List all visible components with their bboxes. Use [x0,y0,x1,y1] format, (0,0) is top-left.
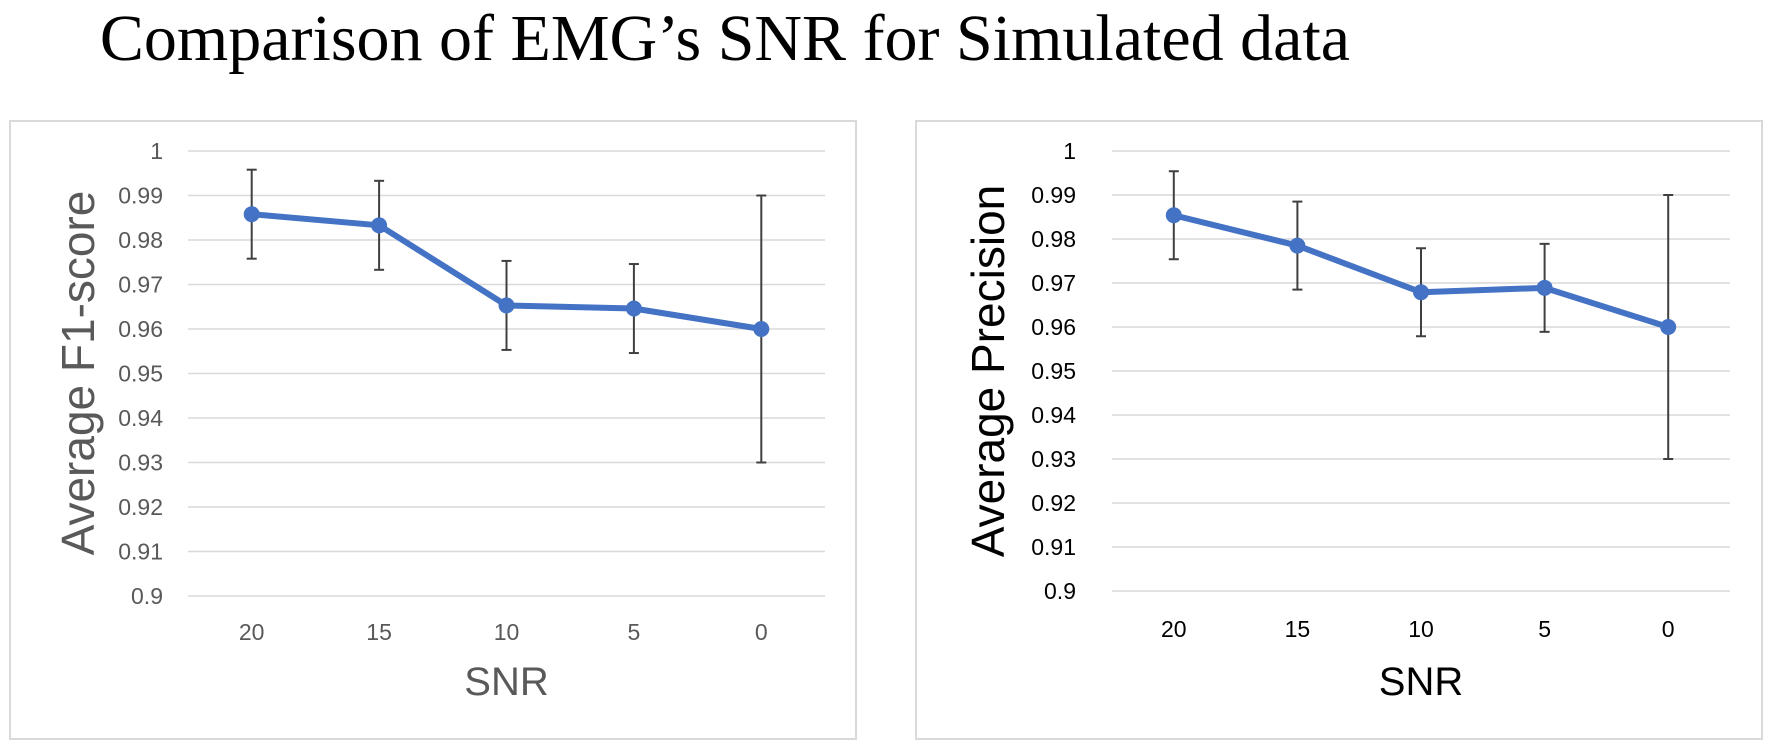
x-tick-label: 10 [494,619,520,645]
y-tick-label: 0.92 [118,494,163,520]
data-point [371,217,388,234]
x-tick-label: 20 [239,619,265,645]
x-tick-label: 0 [1662,616,1675,642]
y-tick-label: 0.91 [118,539,163,565]
x-tick-label: 10 [1408,616,1434,642]
x-tick-label: 5 [1538,616,1551,642]
y-tick-label: 0.97 [118,272,163,298]
x-tick-label: 20 [1161,616,1187,642]
data-point [243,206,260,223]
y-tick-label: 0.99 [118,183,163,209]
data-point [1165,207,1182,224]
data-point [625,300,642,317]
data-point [1660,319,1677,335]
data-point [1536,279,1553,296]
y-tick-label: 0.98 [1031,226,1076,252]
y-tick-label: 0.92 [1031,490,1076,516]
chart-frame [915,120,1763,740]
x-tick-label: 5 [628,619,641,645]
y-tick-label: 0.95 [118,361,163,387]
y-tick-label: 0.95 [1031,358,1076,384]
x-tick-label: 15 [366,619,392,645]
y-tick-label: 1 [1063,138,1076,164]
y-tick-label: 1 [150,138,163,164]
y-tick-label: 0.9 [131,583,163,609]
precision-chart: 0.9 0.91 0.92 0.93 0.94 0.95 0.96 0.97 0.98 0.99 1… [915,120,1763,740]
y-tick-label: 0.97 [1031,270,1076,296]
f1-score-chart: 0.9 0.91 0.92 0.93 0.94 0.95 0.96 0.97 0.98 0.99 1… [9,120,857,740]
y-tick-label: 0.9 [1044,578,1076,604]
page-title: Comparison of EMG’s SNR for Simulated da… [99,2,1351,75]
y-tick-label: 0.93 [1031,446,1076,472]
x-tick-label: 15 [1285,616,1311,642]
y-tick-label: 0.99 [1031,182,1076,208]
y-axis-title: Average F1-score [52,191,104,556]
data-point [498,297,515,314]
chart-frame [9,120,857,740]
x-axis-title: SNR [464,660,548,704]
y-tick-label: 0.94 [118,405,163,431]
y-tick-label: 0.96 [1031,314,1076,340]
data-point [1289,237,1306,254]
x-tick-label: 0 [755,619,768,645]
y-tick-label: 0.98 [118,227,163,253]
x-axis-title: SNR [1379,660,1463,704]
data-point [1413,284,1429,301]
y-axis-title: Average Precision [962,185,1014,557]
y-tick-label: 0.96 [118,316,163,342]
y-tick-label: 0.94 [1031,402,1076,428]
data-point [753,321,770,337]
y-tick-label: 0.93 [118,450,163,476]
y-tick-label: 0.91 [1031,534,1076,560]
